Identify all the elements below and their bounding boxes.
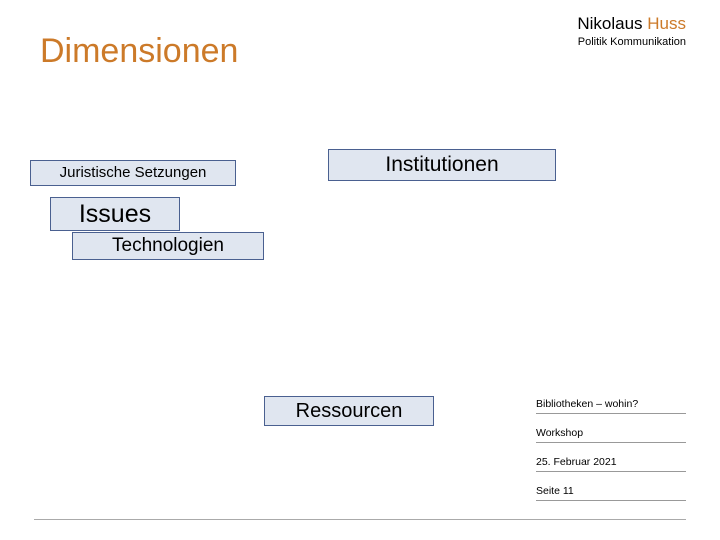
box-juristische: Juristische Setzungen <box>30 160 236 186</box>
box-issues: Issues <box>50 197 180 231</box>
box-institutionen: Institutionen <box>328 149 556 181</box>
footer-text-1: Bibliotheken – wohin? <box>536 398 686 414</box>
bottom-rule <box>34 519 686 520</box>
footer-page-number: Seite 11 <box>536 485 686 513</box>
footer-text-2: Workshop <box>536 427 686 443</box>
box-technologien: Technologien <box>72 232 264 260</box>
footer-text-3: 25. Februar 2021 <box>536 456 686 472</box>
author-firstname: Nikolaus <box>577 14 647 33</box>
footer-presentation-title: Bibliotheken – wohin? <box>536 398 686 426</box>
author-surname: Huss <box>647 14 686 33</box>
footer-date: 25. Februar 2021 <box>536 456 686 484</box>
slide-title: Dimensionen <box>40 32 238 71</box>
box-ressourcen: Ressourcen <box>264 396 434 426</box>
footer-text-4: Seite 11 <box>536 485 686 501</box>
author-name: Nikolaus Huss <box>577 14 686 34</box>
footer-event: Workshop <box>536 427 686 455</box>
author-subtitle: Politik Kommunikation <box>578 36 686 48</box>
